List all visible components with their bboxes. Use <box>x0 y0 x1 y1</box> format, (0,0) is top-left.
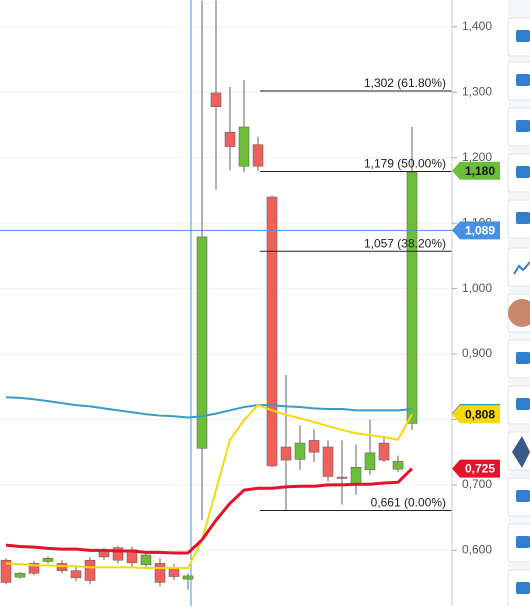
candle-body <box>154 563 166 583</box>
price-tag-label: 1,089 <box>465 224 495 238</box>
y-tick-label: 0,700 <box>462 477 492 491</box>
y-tick-label: 0,900 <box>462 346 492 360</box>
grid <box>0 26 452 551</box>
candle-body <box>406 171 418 424</box>
price-tag <box>452 459 500 478</box>
fib-label: 0,661 (0.00%) <box>371 496 446 510</box>
candle-body <box>308 440 320 453</box>
price-axis: 1,4001,3001,2001,1001,0000,9000,8000,700… <box>452 19 492 557</box>
price-tag-label: 1,180 <box>465 164 495 178</box>
price-tag <box>452 221 500 240</box>
price-tag <box>452 405 500 424</box>
candle-body <box>294 442 306 460</box>
y-tick-label: 0,600 <box>462 543 492 557</box>
fib-label: 1,302 (61.80%) <box>364 76 446 90</box>
sidebar-icons <box>516 30 530 594</box>
candle-body <box>238 126 250 167</box>
avatar <box>508 299 530 327</box>
candle-body <box>378 442 390 461</box>
plot-area: 1,302 (61.80%) 1,179 (50.00%) 1,057 (38.20… <box>0 0 452 606</box>
candle-body <box>112 547 124 561</box>
price-tag-label: 0,808 <box>465 407 495 421</box>
candle-body <box>322 446 334 477</box>
candle-body <box>182 575 194 580</box>
price-tag-label: 0,725 <box>465 462 495 476</box>
candle-body <box>196 236 208 449</box>
candle-body <box>14 573 26 578</box>
candle-body <box>84 559 96 581</box>
sidebar-logo <box>512 436 530 468</box>
candle-body <box>224 131 236 147</box>
indicator-line <box>5 396 413 419</box>
candle-body <box>210 92 222 107</box>
y-tick-label: 1,300 <box>462 84 492 98</box>
candle-body <box>336 476 348 479</box>
sidebar <box>507 0 530 609</box>
y-tick-label: 1,400 <box>462 19 492 33</box>
candle-body <box>0 559 12 583</box>
y-tick-label: 1,000 <box>462 281 492 295</box>
candle-body <box>266 196 278 467</box>
candle-body <box>392 461 404 470</box>
candle-body <box>28 563 40 574</box>
indicator-line <box>5 403 413 570</box>
candle-body <box>280 446 292 461</box>
candle-body <box>70 570 82 579</box>
candle-body <box>350 467 362 486</box>
y-tick-label: 1,200 <box>462 150 492 164</box>
candle-body <box>364 452 376 471</box>
fib-label: 1,057 (38.20%) <box>364 236 446 250</box>
indicator-line <box>5 467 414 555</box>
candle-body <box>252 144 264 167</box>
sidebar-chart-icon <box>513 261 530 275</box>
candle-body <box>42 557 54 562</box>
fib-label: 1,179 (50.00%) <box>364 157 446 171</box>
candle-body <box>140 554 152 566</box>
price-tag <box>452 161 500 180</box>
